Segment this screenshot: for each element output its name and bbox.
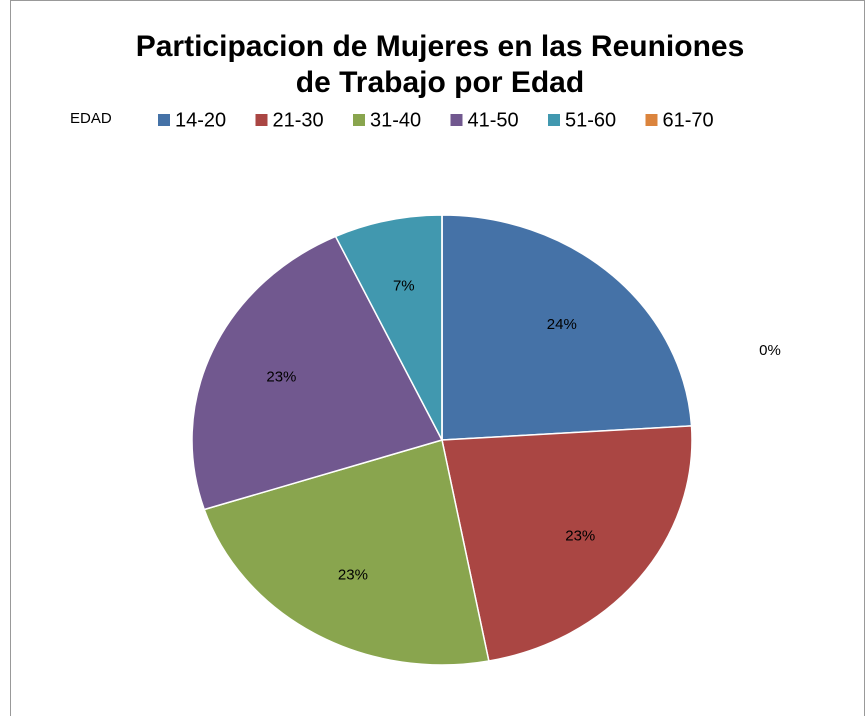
pie-slice [191,235,444,511]
pie-slice [441,425,693,662]
legend-label: 41-50 [468,109,519,131]
data-label: 7% [393,277,415,294]
legend-swatch [353,114,365,126]
data-label: 23% [338,567,368,584]
data-label: 23% [565,528,595,545]
legend-swatch [450,114,463,126]
pie-slice [441,214,693,441]
legend-title: EDAD [70,110,112,127]
chart-title: de Trabajo por Edad [296,66,584,99]
legend-label: 51-60 [565,109,616,131]
legend-swatch [548,114,560,126]
legend-label: 61-70 [663,109,714,131]
legend-swatch [255,114,268,126]
pie-slice [203,439,490,666]
chart-title: Participacion de Mujeres en las Reunione… [136,30,745,63]
legend-label: 14-20 [175,109,226,131]
data-label: 23% [266,368,296,385]
data-label: 24% [547,316,577,333]
legend-swatch [645,114,658,126]
data-label: 0% [759,342,781,359]
legend-swatch [158,114,170,126]
pie-slice [334,214,443,441]
legend-label: 31-40 [370,109,421,131]
legend-label: 21-30 [273,109,324,131]
